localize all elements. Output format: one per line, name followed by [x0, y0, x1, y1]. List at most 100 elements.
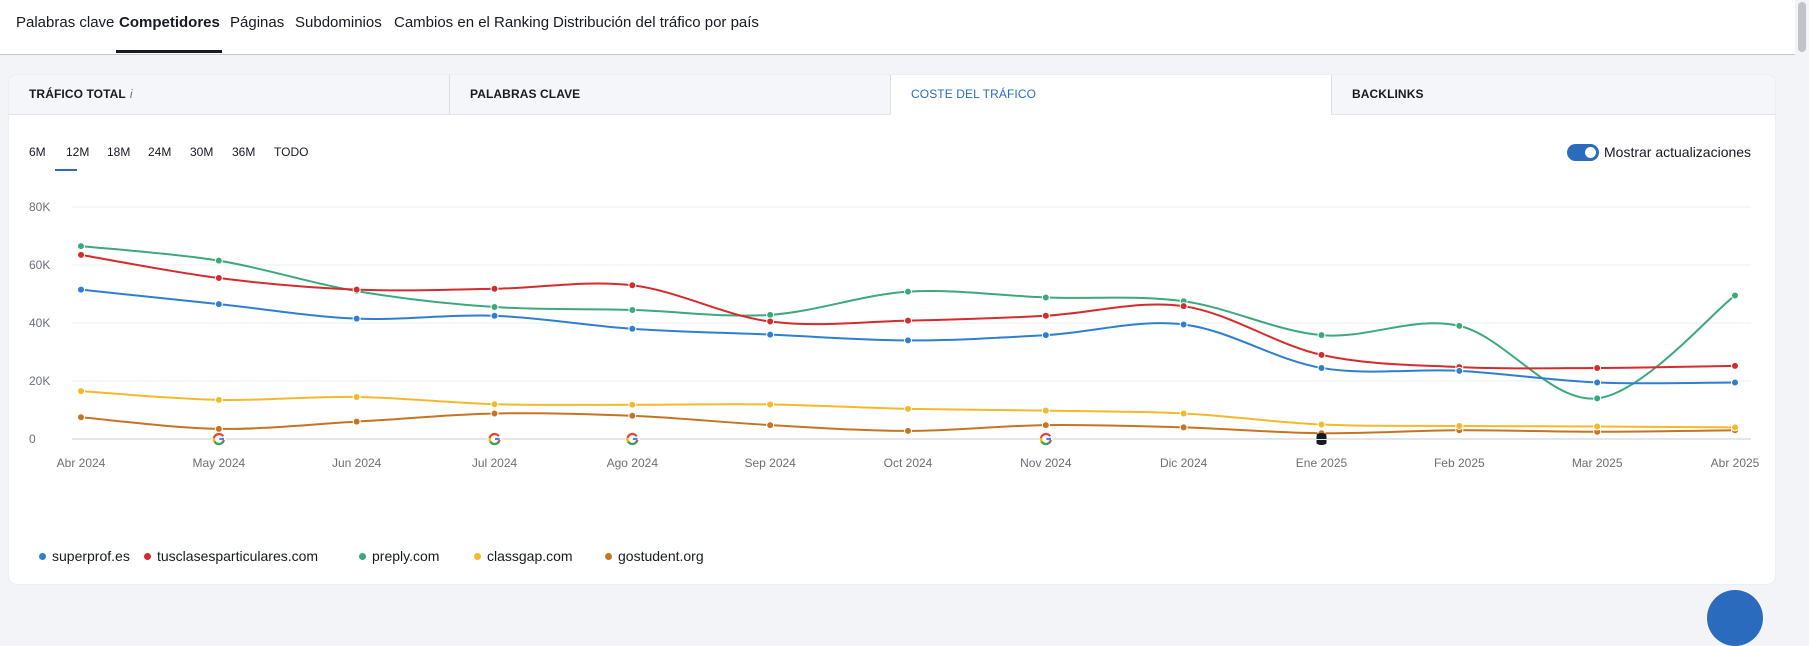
data-point [904, 316, 912, 325]
tab-paginas[interactable]: Páginas [230, 14, 285, 31]
legend-dot [605, 552, 612, 560]
data-point [904, 426, 912, 435]
y-tick-label: 20K [29, 374, 50, 388]
period-30m[interactable]: 30M [190, 145, 214, 159]
data-point [1455, 366, 1464, 375]
data-point [1041, 293, 1050, 302]
data-point [1317, 420, 1326, 429]
period-12m[interactable]: 12M [66, 145, 90, 159]
show-updates-toggle[interactable] [1567, 144, 1599, 161]
y-tick-label: 0 [29, 432, 36, 446]
legend-dot [359, 552, 366, 560]
data-point [904, 336, 912, 345]
metric-tab-trafico-total[interactable]: TRÁFICO TOTAL i [9, 75, 450, 114]
legend-label: classgap.com [487, 548, 573, 564]
data-point [1455, 321, 1464, 330]
legend-preply[interactable]: preply.com [359, 548, 439, 564]
data-point [1317, 331, 1326, 340]
x-tick-label: Jun 2024 [332, 456, 382, 470]
legend-classgap[interactable]: classgap.com [474, 548, 573, 564]
db-layer [1316, 436, 1327, 439]
data-point [1593, 363, 1602, 372]
metric-tab-label: TRÁFICO TOTAL [29, 87, 126, 101]
data-point [77, 242, 85, 251]
report-nav: Palabras clave Competidores Páginas Subd… [0, 0, 1795, 55]
y-tick-label: 80K [29, 200, 50, 214]
tab-palabras-clave[interactable]: Palabras clave [16, 14, 115, 31]
data-point [352, 392, 361, 401]
data-point [490, 303, 499, 312]
tab-cambios-ranking[interactable]: Cambios en el Ranking [394, 14, 550, 31]
data-point [490, 400, 499, 409]
data-point [214, 300, 223, 309]
tab-subdominios[interactable]: Subdominios [295, 14, 382, 31]
google-update-icon [1038, 432, 1053, 446]
x-tick-label: Oct 2024 [884, 456, 933, 470]
show-updates-label: Mostrar actualizaciones [1604, 144, 1752, 160]
metric-tab-coste-trafico[interactable]: COSTE DEL TRÁFICO [891, 75, 1332, 115]
legend-dot [39, 552, 46, 560]
series-line [80, 253, 1736, 370]
google-arc [627, 440, 638, 446]
google-arc [213, 440, 224, 446]
chat-button[interactable] [1707, 590, 1763, 646]
x-tick-label: Feb 2025 [1434, 456, 1485, 470]
google-arc [1040, 440, 1051, 446]
legend-label: preply.com [372, 548, 440, 564]
data-point [77, 413, 85, 422]
google-update-icon [487, 432, 502, 446]
page-scrollbar[interactable] [1795, 0, 1809, 605]
x-tick-label: Mar 2025 [1572, 456, 1623, 470]
data-point [490, 284, 499, 293]
metric-tab-palabras-clave[interactable]: PALABRAS CLAVE [450, 75, 891, 114]
tab-competidores[interactable]: Competidores [119, 14, 220, 31]
period-36m[interactable]: 36M [232, 145, 256, 159]
data-point [628, 400, 637, 409]
data-point [352, 314, 361, 323]
x-tick-label: May 2024 [192, 456, 245, 470]
scrollbar-thumb[interactable] [1798, 2, 1806, 52]
google-update-icon [211, 432, 226, 446]
x-tick-label: Nov 2024 [1020, 456, 1072, 470]
period-24m[interactable]: 24M [148, 145, 172, 159]
tab-distribucion-trafico[interactable]: Distribución del tráfico por país [553, 14, 759, 31]
data-point [766, 421, 775, 430]
y-tick-label: 60K [29, 258, 50, 272]
data-point [77, 250, 85, 259]
data-point [1731, 361, 1739, 370]
data-point [1179, 302, 1188, 311]
legend-tusclases[interactable]: tusclasesparticulares.com [144, 548, 318, 564]
period-6m[interactable]: 6M [29, 145, 46, 159]
data-point [628, 305, 637, 314]
active-period-indicator [55, 169, 77, 171]
google-update-icon [625, 432, 640, 446]
toggle-knob [1585, 147, 1596, 158]
legend-label: gostudent.org [618, 548, 704, 564]
legend-gostudent[interactable]: gostudent.org [605, 548, 704, 564]
traffic-cost-chart: 0 20K 40K 60K 80K Abr 2024 May 2024 Jun 2024 Jul… [29, 200, 1760, 470]
data-point [352, 285, 361, 294]
google-arc [626, 437, 630, 443]
period-18m[interactable]: 18M [107, 145, 131, 159]
data-point [1593, 422, 1602, 431]
google-arc [488, 437, 492, 443]
database-update-icon [1316, 433, 1327, 445]
period-todo[interactable]: TODO [274, 145, 309, 159]
x-tick-label: Jul 2024 [472, 456, 518, 470]
data-point [1179, 320, 1188, 329]
data-point [1317, 350, 1326, 359]
data-point [1593, 394, 1602, 403]
legend-superprof[interactable]: superprof.es [39, 548, 130, 564]
data-point [766, 310, 775, 319]
x-tick-label: Sep 2024 [744, 456, 796, 470]
data-point [77, 285, 85, 294]
data-point [1179, 423, 1188, 432]
data-point [77, 387, 85, 396]
data-point [766, 400, 775, 409]
data-point [1041, 406, 1050, 415]
data-point [214, 256, 223, 265]
metric-tab-backlinks[interactable]: BACKLINKS [1352, 87, 1424, 101]
legend-label: tusclasesparticulares.com [157, 548, 319, 564]
info-icon[interactable]: i [129, 87, 133, 101]
data-point [1731, 378, 1739, 387]
